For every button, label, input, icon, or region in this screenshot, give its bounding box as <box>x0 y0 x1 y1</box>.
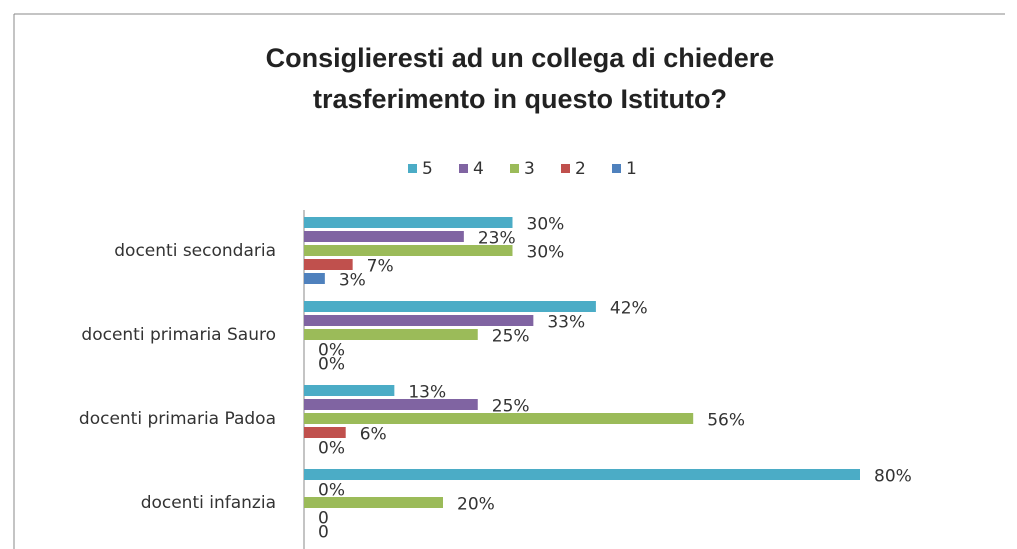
legend-swatch <box>612 164 621 173</box>
legend-label: 2 <box>575 159 586 179</box>
value-label: 0 <box>318 523 329 543</box>
bar <box>304 245 513 256</box>
value-label: 3% <box>339 271 366 291</box>
category-label: docenti primaria Padoa <box>79 409 276 429</box>
value-label: 0% <box>318 439 345 459</box>
value-label: 0% <box>318 355 345 375</box>
bar <box>304 217 513 228</box>
legend-swatch <box>561 164 570 173</box>
value-label: 42% <box>610 299 648 319</box>
bar <box>304 413 694 424</box>
value-label: 20% <box>457 495 495 515</box>
legend-label: 3 <box>524 159 535 179</box>
chart-title: Consiglieresti ad un collega di chiedere <box>266 43 775 73</box>
legend-swatch <box>408 164 417 173</box>
bar <box>304 329 478 340</box>
bar <box>304 385 395 396</box>
value-label: 25% <box>492 397 530 417</box>
bar <box>304 301 596 312</box>
bar <box>304 497 443 508</box>
bar <box>304 231 464 242</box>
value-label: 0% <box>318 481 345 501</box>
value-label: 30% <box>527 215 565 235</box>
legend-swatch <box>459 164 468 173</box>
legend-label: 4 <box>473 159 484 179</box>
category-label: docenti secondaria <box>114 241 276 261</box>
value-label: 80% <box>874 467 912 487</box>
bar <box>304 259 353 270</box>
value-label: 30% <box>527 243 565 263</box>
value-label: 0 <box>318 509 329 529</box>
value-label: 7% <box>367 257 394 277</box>
bar <box>304 399 478 410</box>
value-label: 56% <box>707 411 745 431</box>
legend-swatch <box>510 164 519 173</box>
bar <box>304 273 325 284</box>
bar <box>304 469 860 480</box>
value-label: 6% <box>360 425 387 445</box>
chart-title: trasferimento in questo Istituto? <box>313 84 727 114</box>
category-label: docenti primaria Sauro <box>81 325 276 345</box>
value-label: 33% <box>547 313 585 333</box>
value-label: 23% <box>478 229 516 249</box>
legend-label: 5 <box>422 159 433 179</box>
value-label: 13% <box>408 383 446 403</box>
legend-label: 1 <box>626 159 637 179</box>
value-label: 25% <box>492 327 530 347</box>
bar <box>304 315 534 326</box>
value-label: 0% <box>318 341 345 361</box>
category-label: docenti infanzia <box>141 493 276 513</box>
bar <box>304 427 346 438</box>
